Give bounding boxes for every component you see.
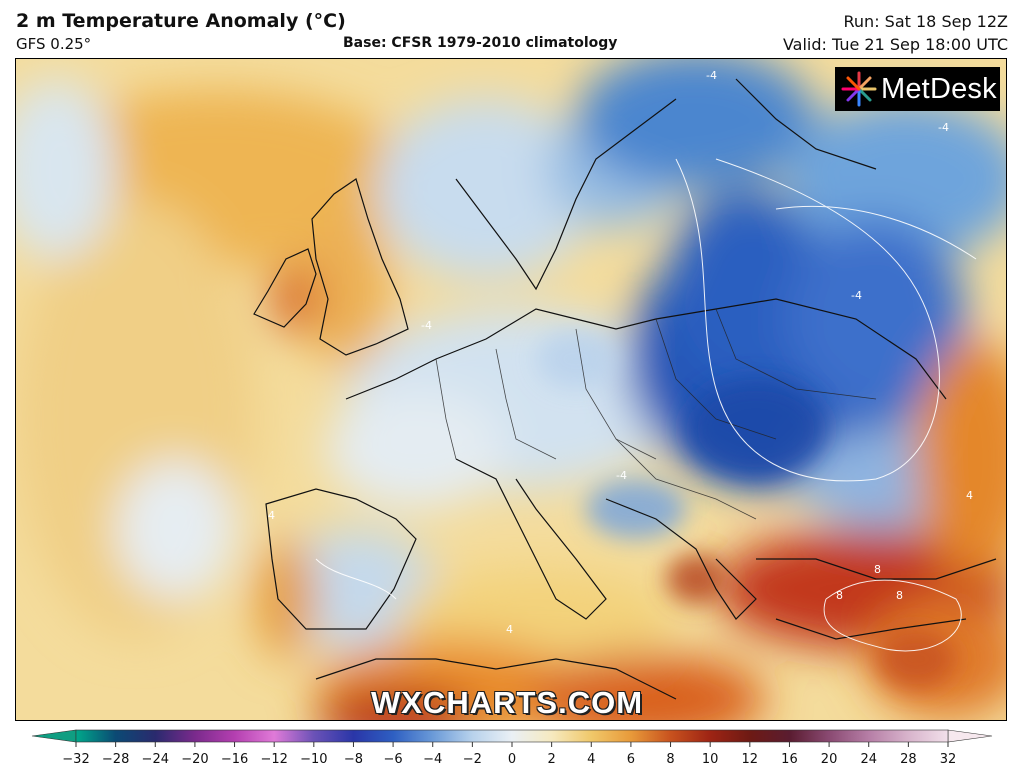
colorbar-min-arrow [31, 729, 77, 743]
contour-label: 4 [268, 509, 275, 522]
colorbar-tick-label: −28 [101, 752, 130, 767]
colorbar-tick-label: 4 [587, 752, 596, 767]
chart-title: 2 m Temperature Anomaly (°C) [16, 10, 346, 32]
colorbar-tick-label: −8 [343, 752, 364, 767]
contour-label: 8 [836, 589, 843, 602]
country-borders [435, 308, 877, 520]
metdesk-logo-text: MetDesk [881, 72, 997, 105]
chart-header: 2 m Temperature Anomaly (°C) GFS 0.25° B… [0, 0, 1024, 58]
colorbar-tick-label: −32 [62, 752, 90, 767]
colorbar-tick-label: 12 [741, 752, 759, 767]
colorbar-tick-label: −4 [423, 752, 443, 767]
colorbar-tick-label: 6 [626, 752, 636, 767]
wxcharts-watermark: WXCHARTS.COM [371, 685, 644, 720]
contour-label: 4 [966, 489, 973, 502]
colorbar-scale [31, 729, 993, 747]
colorbar-tick-label: 32 [939, 752, 957, 767]
colorbar-tick-label: −2 [462, 752, 482, 767]
contour-label: -4 [421, 319, 432, 332]
colorbar-tick-label: −10 [300, 752, 328, 767]
run-time-label: Run: Sat 18 Sep 12Z [843, 12, 1008, 31]
colorbar-max-arrow [947, 729, 993, 743]
contour-label-group: -4 -4 -4 -4 -4 4 4 8 8 8 4 [268, 69, 973, 636]
contour-label: -4 [706, 69, 717, 82]
metdesk-logo: MetDesk [835, 67, 1000, 111]
colorbar: −32 −28 −24 −20 −16 −12 −10 −8 −6 −4 −2 0 2 4 6 8 10 12 16… [0, 724, 1024, 784]
contour-label: -4 [616, 469, 627, 482]
model-label: GFS 0.25° [16, 35, 92, 53]
anomaly-map: -4 -4 -4 -4 -4 4 4 8 8 8 4 M [15, 58, 1007, 721]
colorbar-tick-label: 0 [507, 752, 517, 767]
contour-label: -4 [938, 121, 949, 134]
colorbar-tick-label: 10 [701, 752, 719, 767]
colorbar-tick-label: −6 [383, 752, 403, 767]
anomaly-map-canvas: -4 -4 -4 -4 -4 4 4 8 8 8 4 [16, 59, 1006, 720]
colorbar-tick-label: 28 [900, 752, 917, 767]
colorbar-tick-label: −20 [181, 752, 209, 767]
colorbar-gradient [75, 729, 949, 743]
colorbar-tick-label: −24 [141, 752, 169, 767]
colorbar-tick-label: 16 [781, 752, 798, 767]
contour-label: -4 [851, 289, 862, 302]
valid-time-label: Valid: Tue 21 Sep 18:00 UTC [782, 35, 1008, 54]
climatology-base-label: Base: CFSR 1979-2010 climatology [343, 35, 618, 51]
contour-label: 8 [874, 563, 881, 576]
contour-label: 8 [896, 589, 903, 602]
metdesk-burst-icon [841, 71, 877, 107]
colorbar-tick-label: 20 [820, 752, 838, 767]
colorbar-tick-label: 2 [547, 752, 556, 767]
colorbar-tick-label: −16 [220, 752, 249, 767]
contour-lines [315, 158, 977, 652]
colorbar-tick-label: 8 [666, 752, 675, 767]
colorbar-tick-label: −12 [260, 752, 288, 767]
contour-label: 4 [506, 623, 513, 636]
colorbar-tick-label: 24 [860, 752, 877, 767]
